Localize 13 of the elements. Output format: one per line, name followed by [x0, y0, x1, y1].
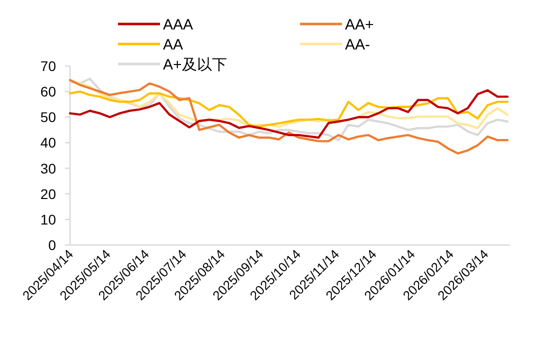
y-tick-label: 30: [40, 160, 56, 176]
legend-label: AAA: [163, 16, 194, 34]
y-tick-label: 40: [40, 134, 56, 151]
y-tick-label: 20: [40, 186, 56, 202]
y-tick-label: 60: [40, 84, 56, 100]
legend-label: AA-: [345, 36, 370, 54]
y-tick-label: 70: [40, 58, 56, 74]
legend-label: A+及以下: [163, 56, 227, 74]
legend-label: AA+: [345, 16, 374, 34]
y-tick-label: 10: [40, 211, 56, 228]
legend-label: AA: [163, 36, 184, 54]
y-tick-label: 0: [48, 237, 56, 253]
y-tick-label: 50: [40, 109, 56, 126]
